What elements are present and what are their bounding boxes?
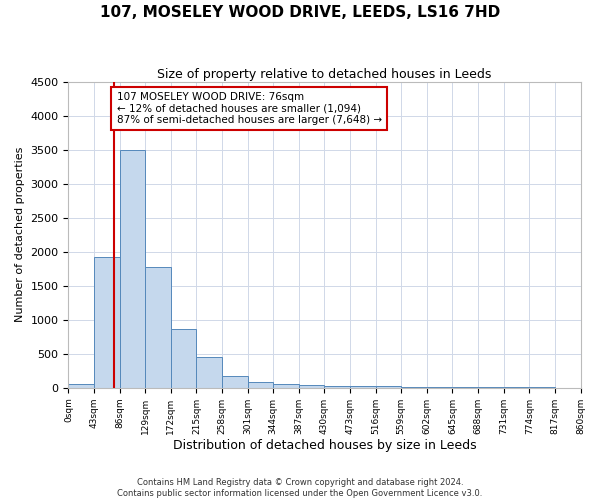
Bar xyxy=(222,376,248,388)
Bar xyxy=(248,382,273,388)
Bar xyxy=(145,266,171,388)
Text: 107 MOSELEY WOOD DRIVE: 76sqm
← 12% of detached houses are smaller (1,094)
87% o: 107 MOSELEY WOOD DRIVE: 76sqm ← 12% of d… xyxy=(116,92,382,125)
Bar xyxy=(196,356,222,388)
Text: 107, MOSELEY WOOD DRIVE, LEEDS, LS16 7HD: 107, MOSELEY WOOD DRIVE, LEEDS, LS16 7HD xyxy=(100,5,500,20)
Y-axis label: Number of detached properties: Number of detached properties xyxy=(15,147,25,322)
Title: Size of property relative to detached houses in Leeds: Size of property relative to detached ho… xyxy=(157,68,491,80)
Bar xyxy=(401,386,427,388)
Bar xyxy=(427,387,452,388)
Bar xyxy=(94,257,119,388)
Bar xyxy=(350,386,376,388)
Bar xyxy=(171,330,196,388)
Bar xyxy=(273,384,299,388)
X-axis label: Distribution of detached houses by size in Leeds: Distribution of detached houses by size … xyxy=(173,440,476,452)
Text: Contains HM Land Registry data © Crown copyright and database right 2024.
Contai: Contains HM Land Registry data © Crown c… xyxy=(118,478,482,498)
Bar xyxy=(299,385,325,388)
Bar xyxy=(452,387,478,388)
Bar xyxy=(119,150,145,388)
Bar xyxy=(325,386,350,388)
Bar xyxy=(68,384,94,388)
Bar xyxy=(478,387,503,388)
Bar xyxy=(376,386,401,388)
